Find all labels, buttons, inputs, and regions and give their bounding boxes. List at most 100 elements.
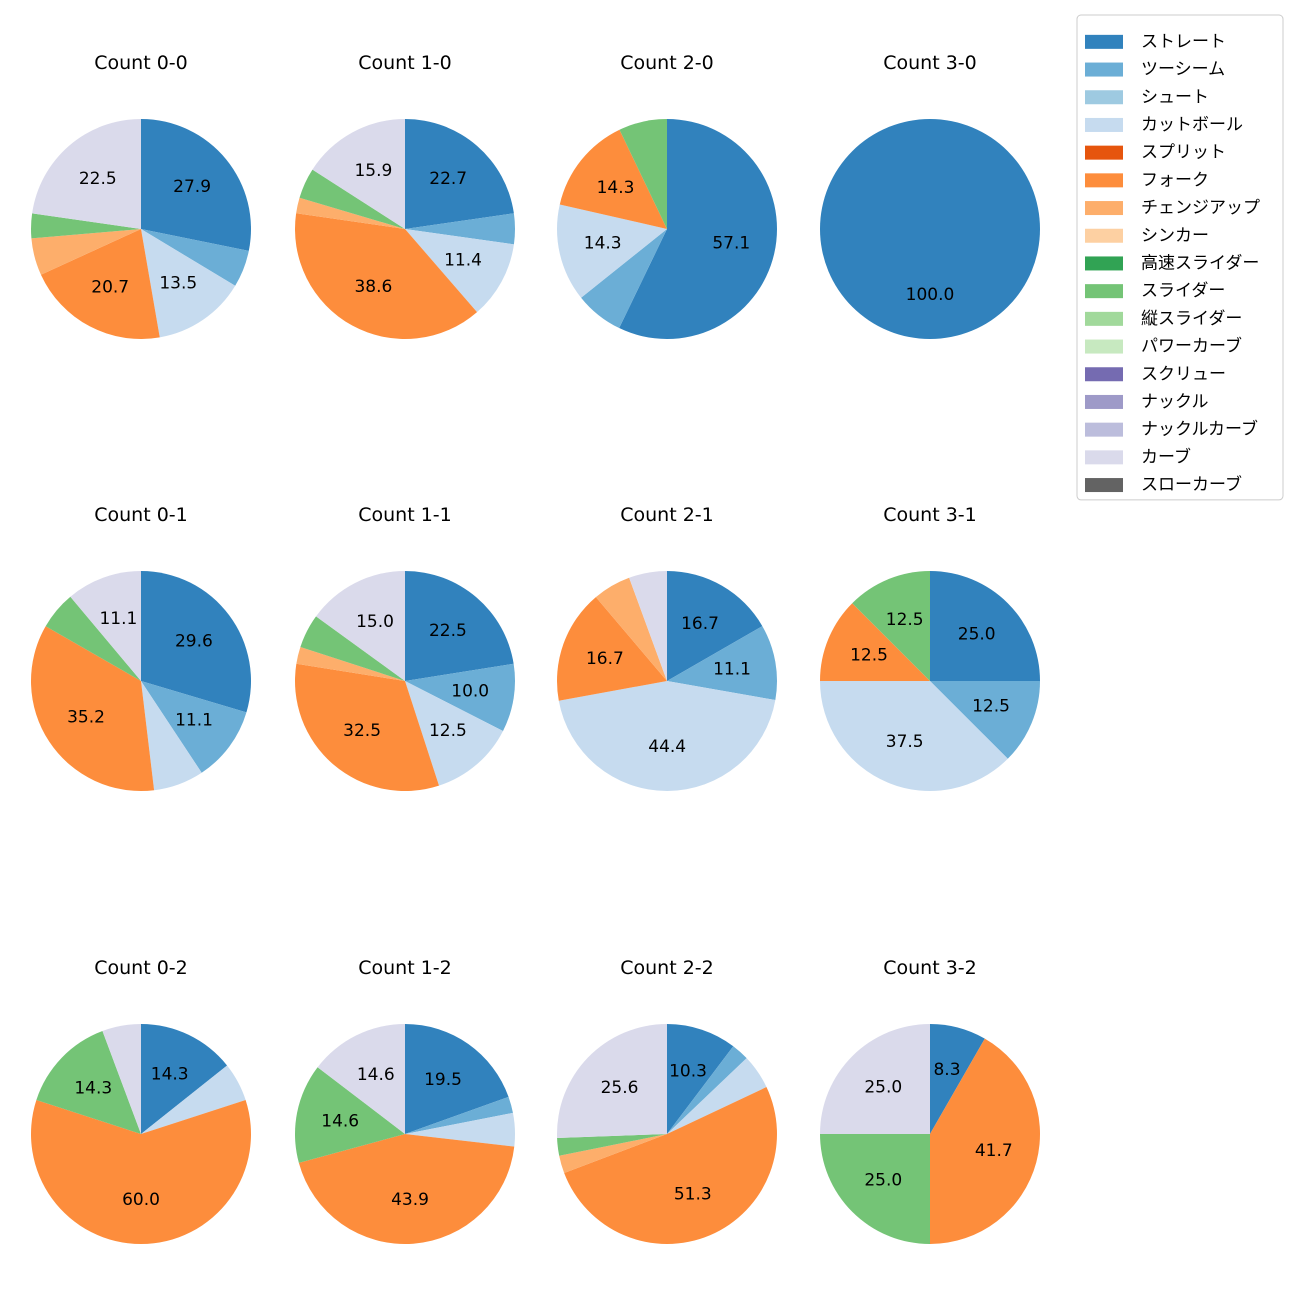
legend-entry: スプリット <box>1085 143 1226 163</box>
slice-label: 44.4 <box>648 737 686 757</box>
chart-title: Count 3-1 <box>883 504 977 526</box>
slice-label: 29.6 <box>175 632 213 652</box>
slice-label: 15.9 <box>354 161 392 181</box>
legend-label: スクリュー <box>1141 364 1226 384</box>
pie-slice <box>294 663 439 792</box>
legend-label: カットボール <box>1141 115 1243 135</box>
legend-swatch <box>1085 256 1123 271</box>
legend-swatch <box>1085 422 1123 437</box>
pie-slice <box>30 213 141 239</box>
slice-label: 41.7 <box>975 1141 1013 1161</box>
legend-entry: ツーシーム <box>1085 60 1225 80</box>
slice-label: 32.5 <box>343 721 381 741</box>
pie-slice <box>405 681 504 786</box>
legend-entry: スクリュー <box>1085 364 1226 384</box>
slice-label: 25.0 <box>864 1077 902 1097</box>
legend-entry: シンカー <box>1085 226 1209 246</box>
pie-slice <box>667 1024 734 1134</box>
slice-label: 13.5 <box>159 274 197 294</box>
pie-slice <box>141 119 251 251</box>
pie-slice <box>581 229 667 329</box>
slice-label: 12.5 <box>429 721 467 741</box>
chart-title: Count 0-0 <box>94 52 188 74</box>
legend-swatch <box>1085 339 1123 354</box>
pie-slice <box>45 596 142 681</box>
chart-title: Count 2-0 <box>620 52 714 74</box>
legend-swatch <box>1085 201 1123 216</box>
chart-title: Count 2-2 <box>620 957 714 979</box>
slice-label: 8.3 <box>933 1060 960 1080</box>
pie-slice <box>629 571 667 681</box>
pie-slice <box>559 129 667 229</box>
pie-slice <box>930 1038 1041 1244</box>
pie-slice <box>102 1024 141 1134</box>
pie-slice <box>667 626 778 701</box>
slice-label: 20.7 <box>91 277 129 297</box>
legend-label: ナックルカーブ <box>1141 419 1258 440</box>
chart-title: Count 0-2 <box>94 957 188 979</box>
pie-slice <box>559 1134 667 1174</box>
pie-slice <box>317 1024 405 1134</box>
pie-slice <box>298 1134 515 1245</box>
pie-slice <box>296 647 405 681</box>
legend-entry: パワーカーブ <box>1085 336 1242 357</box>
pie-slice <box>557 597 667 701</box>
legend-entry: ナックル <box>1085 392 1209 412</box>
slice-label: 38.6 <box>354 277 392 297</box>
pie-slice <box>40 229 160 340</box>
slice-label: 14.3 <box>584 234 622 254</box>
pie-slice <box>619 118 778 339</box>
pie-slice <box>30 626 155 792</box>
pie-slice <box>820 1024 930 1134</box>
legend-entry: フォーク <box>1085 170 1209 190</box>
legend-entry: シュート <box>1085 87 1209 107</box>
chart-title: Count 3-0 <box>883 52 977 74</box>
slice-label: 25.0 <box>864 1171 902 1191</box>
pie-slice <box>296 197 405 229</box>
pie-slice <box>141 681 247 773</box>
pie-chart: Count 1-2 19.5 43.9 14.6 14.6 <box>294 957 516 1245</box>
legend-label: 高速スライダー <box>1141 253 1259 273</box>
legend-label: スローカーブ <box>1141 474 1242 495</box>
chart-title: Count 1-0 <box>358 52 452 74</box>
legend-swatch <box>1085 145 1123 160</box>
pie-slice <box>564 1087 777 1244</box>
slice-label: 16.7 <box>681 614 719 634</box>
chart-title: Count 1-1 <box>358 504 452 526</box>
legend-swatch <box>1085 173 1123 188</box>
legend-entry: カーブ <box>1085 446 1191 467</box>
pie-slice <box>820 603 930 681</box>
pie-chart: Count 3-0 100.0 <box>820 52 1040 339</box>
legend-frame <box>1076 14 1284 501</box>
slice-label: 19.5 <box>424 1070 462 1090</box>
pie-slice <box>852 571 930 681</box>
pie-slice <box>820 1134 930 1244</box>
pie-slice <box>31 1100 252 1244</box>
pie-slice <box>141 571 252 713</box>
slice-label: 22.7 <box>429 169 467 189</box>
pie-slice <box>405 1112 516 1147</box>
pie-slice <box>294 1067 405 1163</box>
slice-label: 14.6 <box>357 1065 395 1085</box>
slice-label: 11.1 <box>99 609 137 629</box>
legend-label: ツーシーム <box>1141 60 1225 80</box>
pie-slice <box>141 1065 246 1134</box>
pie-chart: Count 0-1 29.6 11.1 35.2 11.1 <box>30 504 252 792</box>
legend-swatch <box>1085 117 1123 132</box>
pie-slice <box>930 571 1040 681</box>
legend-label: フォーク <box>1141 170 1209 190</box>
pie-slice <box>619 119 667 229</box>
slice-label: 22.5 <box>429 621 467 641</box>
legend-entry: チェンジアップ <box>1085 198 1260 218</box>
slice-label: 100.0 <box>906 285 955 305</box>
legend-label: パワーカーブ <box>1141 336 1242 357</box>
pie-slice <box>405 229 514 313</box>
slice-label: 11.1 <box>175 710 213 730</box>
legend-swatch <box>1085 228 1123 243</box>
pie-slice <box>141 681 202 791</box>
pie-chart: Count 3-2 8.3 41.7 25.0 25.0 <box>820 957 1041 1244</box>
legend-label: ストレート <box>1141 32 1226 52</box>
pie-slice <box>316 571 405 681</box>
slice-label: 60.0 <box>122 1190 160 1210</box>
